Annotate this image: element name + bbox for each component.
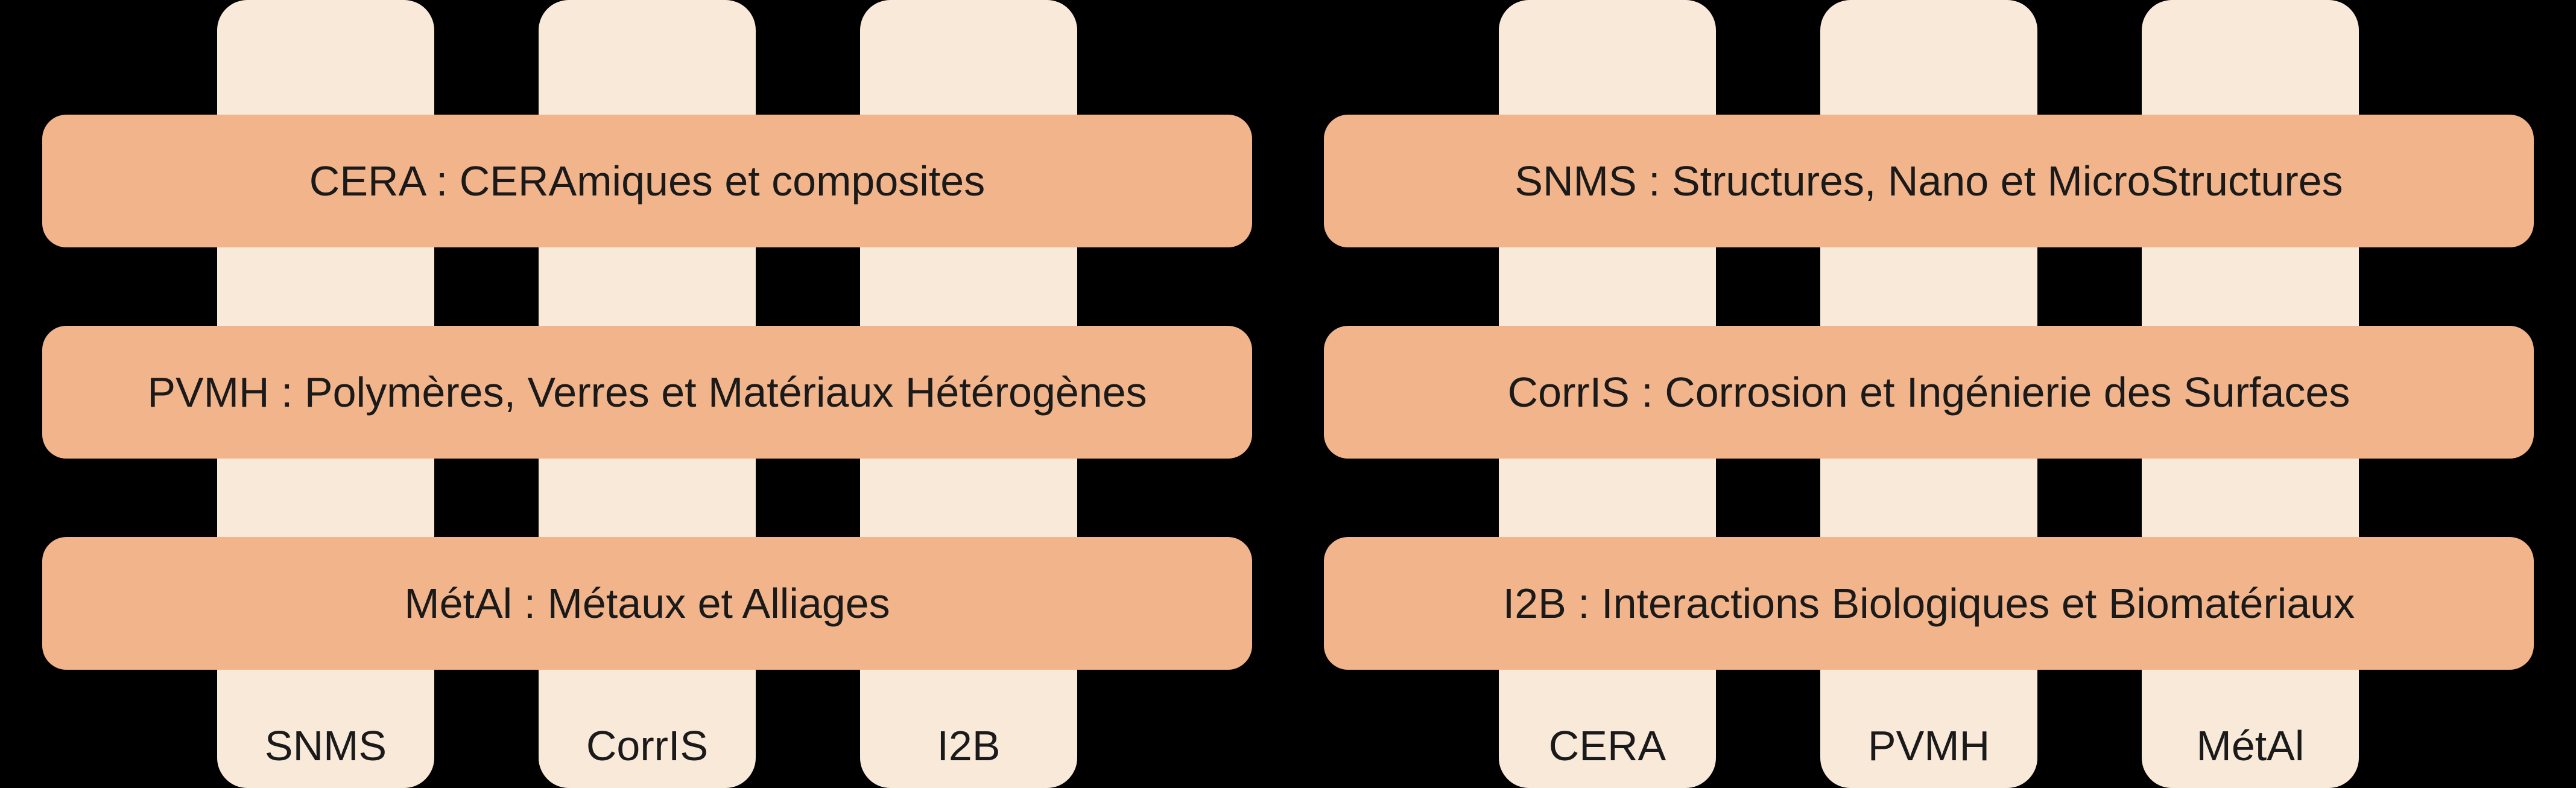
left-pillar-1-label: CorrIS [539,722,756,770]
left-bar-0-text: CERA : CERAmiques et composites [309,157,985,205]
right-pillar-1-label: PVMH [1820,722,2037,770]
left-pillar-2-label: I2B [860,722,1077,770]
right-pillar-0-label: CERA [1499,722,1716,770]
left-bar-2: MétAl : Métaux et Alliages [42,537,1252,670]
left-bar-1: PVMH : Polymères, Verres et Matériaux Hé… [42,326,1252,459]
right-bar-0-text: SNMS : Structures, Nano et MicroStructur… [1514,157,2343,205]
right-bar-2-text: I2B : Interactions Biologiques et Biomat… [1503,579,2355,628]
left-bar-2-text: MétAl : Métaux et Alliages [404,579,890,628]
right-pillar-2-label: MétAl [2142,722,2359,770]
right-bar-2: I2B : Interactions Biologiques et Biomat… [1324,537,2534,670]
left-bar-0: CERA : CERAmiques et composites [42,115,1252,247]
left-block: SNMS CorrIS I2B CERA : CERAmiques et com… [42,0,1252,788]
left-pillar-0-label: SNMS [217,722,434,770]
right-bar-0: SNMS : Structures, Nano et MicroStructur… [1324,115,2534,247]
right-bar-1: CorrIS : Corrosion et Ingénierie des Sur… [1324,326,2534,459]
left-bar-1-text: PVMH : Polymères, Verres et Matériaux Hé… [147,368,1147,416]
right-block: CERA PVMH MétAl SNMS : Structures, Nano … [1324,0,2534,788]
right-bar-1-text: CorrIS : Corrosion et Ingénierie des Sur… [1508,368,2350,416]
